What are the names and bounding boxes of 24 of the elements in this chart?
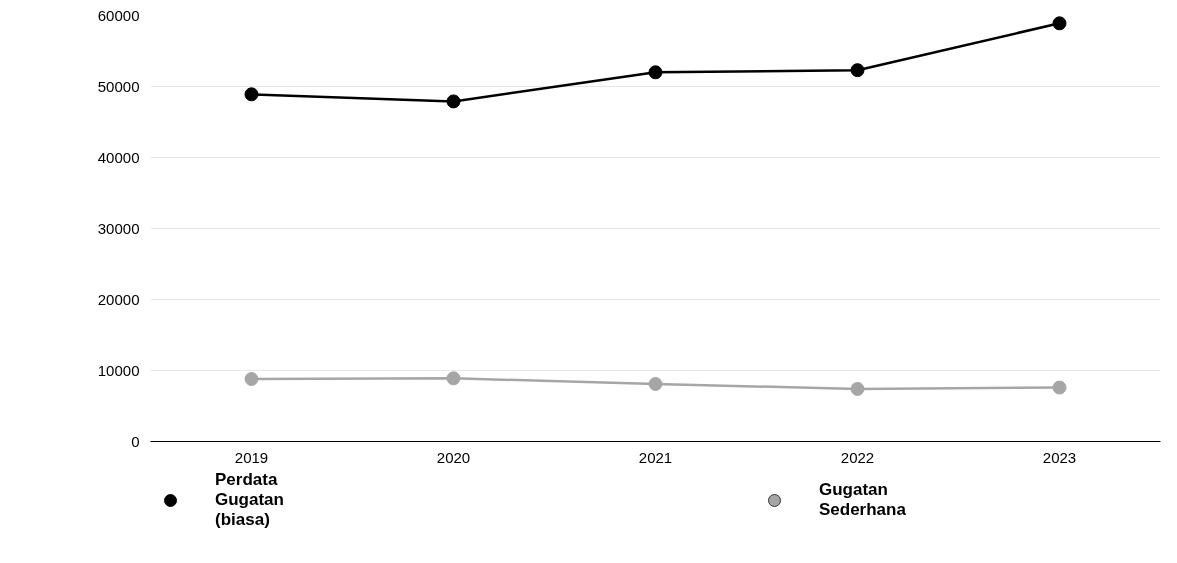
- point: [446, 371, 461, 386]
- y-tick-label: 40000: [97, 148, 140, 166]
- legend-label: Perdata Gugatan (biasa): [215, 470, 284, 530]
- point: [244, 87, 259, 102]
- y-tick-label: 10000: [97, 361, 140, 379]
- point: [648, 377, 663, 391]
- y-tick-label: 20000: [97, 290, 140, 308]
- x-tick-label: 2019: [234, 448, 269, 466]
- legend-label: Gugatan Sederhana: [818, 480, 906, 520]
- x-tick-label: 2022: [840, 448, 875, 466]
- point: [1052, 380, 1067, 395]
- x-tick-label: 2021: [638, 448, 673, 466]
- point: [1052, 16, 1067, 31]
- point: [244, 372, 259, 387]
- y-tick-label: 60000: [97, 6, 140, 24]
- point: [850, 381, 865, 396]
- y-tick-label: 50000: [97, 77, 140, 95]
- x-tick-label: 2020: [436, 448, 471, 466]
- point: [850, 63, 865, 78]
- x-tick-label: 2023: [1042, 448, 1077, 466]
- point: [446, 94, 461, 109]
- point: [648, 65, 663, 80]
- y-tick-label: 0: [131, 432, 140, 450]
- y-tick-label: 30000: [97, 219, 140, 237]
